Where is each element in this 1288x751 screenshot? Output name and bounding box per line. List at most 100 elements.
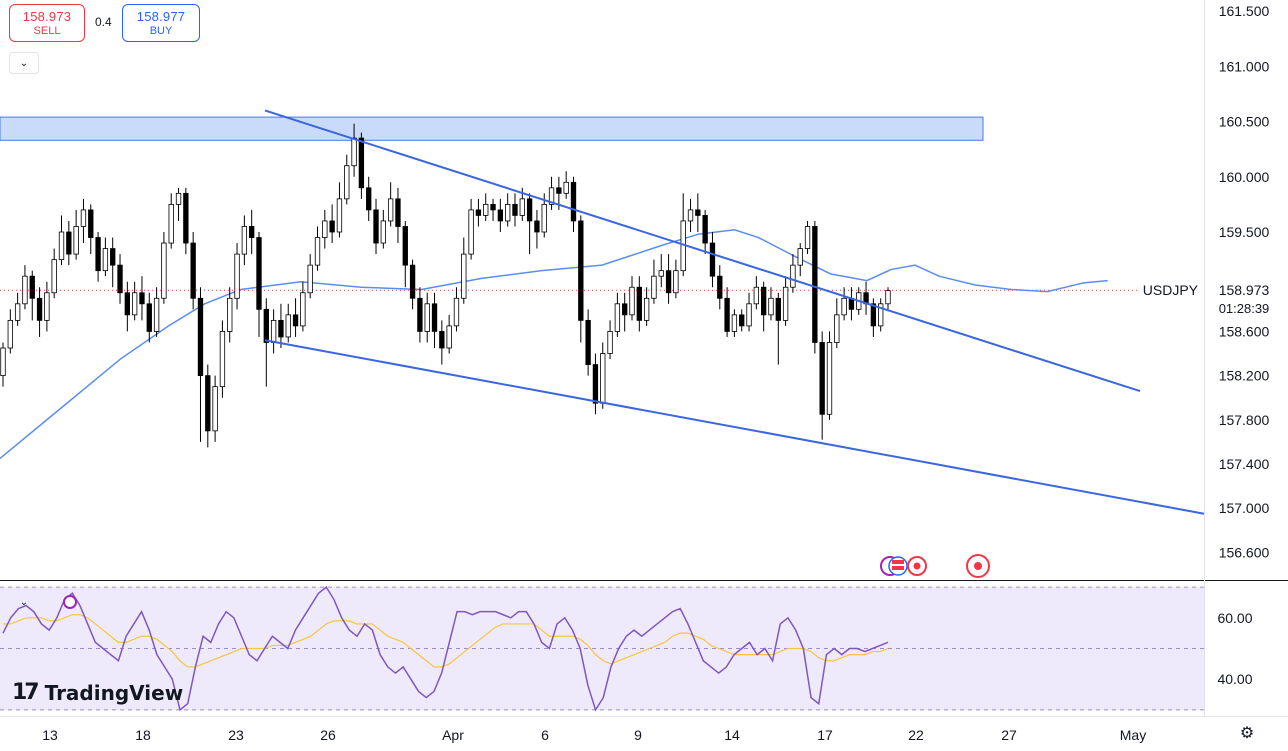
candle-body — [197, 297, 204, 377]
candle — [314, 226, 321, 271]
time-tick-label: 13 — [42, 727, 58, 743]
candle-body — [709, 242, 716, 277]
candle — [746, 292, 752, 332]
buy-button[interactable]: 158.977 BUY — [122, 4, 200, 42]
candle — [300, 281, 306, 332]
candle — [344, 154, 350, 205]
candle — [278, 303, 284, 348]
candle-body — [665, 270, 672, 294]
candle-body — [387, 198, 394, 222]
candle — [175, 187, 182, 221]
candle — [183, 187, 189, 255]
sell-label: SELL — [33, 25, 61, 37]
buy-label: BUY — [149, 25, 173, 37]
candle-body — [139, 292, 145, 305]
candle-body — [66, 231, 72, 255]
candle — [431, 292, 438, 348]
candle — [461, 237, 467, 304]
candle-body — [256, 237, 262, 310]
us-flag-stripe — [892, 560, 904, 564]
red-dot-event-center — [974, 562, 982, 570]
candle-body — [468, 209, 474, 255]
price-tick-label: 161.000 — [1219, 58, 1270, 74]
collapse-trade-button[interactable]: ⌄ — [9, 52, 39, 74]
candle — [373, 198, 379, 255]
candle-body — [746, 303, 752, 327]
time-tick-label: 22 — [908, 727, 924, 743]
candle-body — [344, 165, 350, 200]
candle-body — [505, 203, 511, 222]
price-tick-label: 156.600 — [1219, 544, 1270, 560]
price-tick-label: 158.200 — [1219, 368, 1270, 384]
candle-body — [161, 242, 167, 299]
candle — [563, 171, 569, 199]
candle-body — [497, 209, 504, 222]
candle — [22, 265, 28, 310]
candle — [249, 209, 255, 255]
candle — [0, 342, 6, 387]
candle — [687, 198, 694, 232]
candle-body — [110, 248, 116, 266]
candle — [790, 254, 796, 293]
bar-countdown-label: 01:28:39 — [1219, 301, 1270, 316]
candle-body — [29, 275, 35, 299]
candle-body — [285, 314, 291, 338]
gear-icon[interactable]: ⚙ — [1239, 725, 1255, 742]
candle — [475, 198, 482, 227]
candle-body — [629, 286, 635, 316]
candle — [7, 309, 13, 354]
candle — [263, 298, 269, 387]
time-tick-label: Apr — [442, 727, 464, 743]
candle-body — [775, 297, 781, 321]
candle-body — [124, 292, 131, 316]
candle-body — [622, 303, 628, 316]
candle — [205, 364, 211, 448]
candle-body — [717, 275, 723, 299]
candle-body — [600, 353, 606, 404]
channel-upper-line — [264, 109, 1141, 393]
candle-body — [417, 297, 423, 332]
candle — [841, 287, 847, 321]
collapse-rsi-button[interactable]: ⌄ — [9, 591, 39, 613]
candle-body — [556, 187, 562, 194]
candle — [285, 303, 291, 343]
candle-body — [234, 253, 240, 299]
spread-value: 0.4 — [95, 15, 112, 29]
candle-body — [753, 286, 760, 305]
candle — [804, 220, 811, 255]
symbol-label: USDJPY — [1143, 282, 1199, 298]
candle-body — [804, 226, 811, 249]
candle — [673, 259, 679, 299]
candle-body — [88, 209, 94, 238]
candle — [190, 232, 196, 310]
candle-body — [885, 290, 891, 305]
candle-body — [570, 181, 577, 222]
candle-body — [607, 331, 613, 354]
candle-body — [270, 319, 277, 343]
tradingview-logo[interactable]: 17 TradingView — [12, 680, 183, 705]
candle — [380, 209, 386, 249]
candle — [724, 287, 730, 337]
candle — [102, 237, 109, 277]
candle-body — [168, 203, 174, 244]
candle — [366, 176, 372, 221]
sell-button[interactable]: 158.973 SELL — [9, 4, 85, 42]
candle — [483, 193, 489, 221]
candle — [658, 254, 664, 288]
candle — [146, 292, 152, 343]
sell-price: 158.973 — [22, 9, 72, 24]
candle-body — [80, 209, 87, 227]
time-tick-label: 26 — [320, 727, 336, 743]
candle-body — [366, 187, 372, 211]
candle — [826, 331, 833, 420]
us-flag-stripe — [892, 566, 904, 570]
candle-body — [819, 342, 825, 415]
buy-price: 158.977 — [136, 9, 186, 24]
candle — [44, 281, 50, 332]
candle-body — [658, 270, 664, 277]
candle — [395, 187, 401, 244]
candle — [73, 209, 79, 260]
candle-body — [351, 137, 357, 167]
red-dot-event-center — [913, 562, 921, 570]
